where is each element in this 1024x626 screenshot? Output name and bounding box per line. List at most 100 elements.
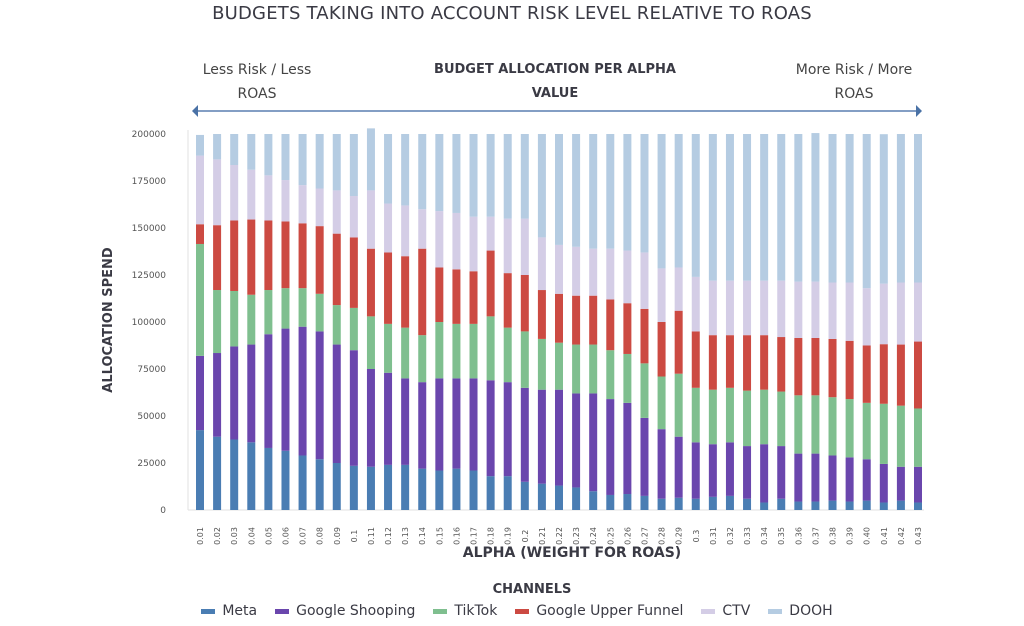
bar-segment-ctv — [623, 250, 632, 304]
bar-segment-meta — [196, 430, 204, 510]
bar-segment-google-upper-funnel — [332, 233, 341, 306]
legend-label: Google Shooping — [296, 603, 416, 619]
bar-segment-google-shooping — [315, 331, 324, 460]
bar-segment-meta — [862, 500, 871, 510]
bar-segment-ctv — [435, 211, 444, 268]
bar-segment-google-shooping — [196, 355, 204, 431]
bar-segment-dooh — [828, 134, 837, 283]
bar-segment-ctv — [349, 196, 358, 238]
bar-segment-tiktok — [418, 335, 427, 383]
bar-segment-dooh — [452, 134, 461, 213]
legend-item-ctv[interactable]: CTV — [701, 603, 750, 619]
legend-item-meta[interactable]: Meta — [201, 603, 257, 619]
arrow-left-head-icon — [192, 105, 198, 117]
x-tick-label: 0.27 — [640, 527, 649, 545]
bar-segment-ctv — [811, 281, 820, 338]
bar-segment-google-upper-funnel — [657, 322, 666, 377]
legend-item-tiktok[interactable]: TikTok — [433, 603, 497, 619]
bar-segment-tiktok — [555, 342, 563, 390]
bar-stack-0.12 — [384, 134, 393, 510]
bar-stack-0.03 — [230, 134, 239, 510]
bar-segment-tiktok — [520, 331, 529, 388]
bar-segment-ctv — [725, 280, 734, 336]
bar-segment-ctv — [879, 283, 888, 345]
x-tick-label: 0.38 — [829, 527, 838, 545]
bar-stack-0.31 — [708, 134, 717, 510]
x-tick-label: 0.32 — [726, 527, 735, 545]
bar-segment-dooh — [230, 134, 239, 166]
legend-swatch-icon — [768, 608, 783, 614]
bar-segment-google-upper-funnel — [811, 337, 820, 396]
legend-label: Google Upper Funnel — [536, 603, 684, 619]
x-tick-label: 0.05 — [264, 527, 273, 545]
legend-item-google-upper-funnel[interactable]: Google Upper Funnel — [515, 603, 683, 619]
bar-segment-meta — [760, 502, 769, 510]
bar-segment-google-upper-funnel — [691, 331, 700, 388]
bar-segment-meta — [298, 455, 307, 510]
bar-segment-google-upper-funnel — [845, 340, 854, 400]
bar-segment-google-shooping — [435, 378, 444, 471]
bar-segment-ctv — [640, 252, 649, 309]
bar-segment-meta — [503, 476, 512, 510]
legend-label: CTV — [722, 603, 751, 619]
x-tick-label: 0.1 — [350, 530, 359, 543]
bar-segment-tiktok — [384, 323, 393, 373]
bar-segment-dooh — [298, 134, 307, 186]
bar-segment-meta — [589, 491, 598, 510]
bar-segment-google-upper-funnel — [435, 267, 444, 322]
legend: Meta Google Shooping TikTok Google Upper Fu… — [0, 603, 1024, 619]
bar-segment-tiktok — [469, 323, 478, 379]
bar-stack-0.01 — [196, 134, 204, 510]
bar-segment-dooh — [657, 134, 666, 269]
legend-item-google-shooping[interactable]: Google Shooping — [275, 603, 415, 619]
bar-segment-tiktok — [725, 387, 734, 443]
bar-segment-google-upper-funnel — [914, 341, 922, 409]
bar-segment-google-upper-funnel — [520, 275, 529, 332]
x-tick-label: 0.01 — [196, 527, 205, 545]
bar-stack-0.37 — [811, 133, 820, 510]
bar-segment-meta — [640, 495, 649, 510]
bar-segment-ctv — [452, 212, 461, 270]
bar-segment-meta — [794, 501, 803, 510]
bar-segment-meta — [230, 439, 239, 510]
bar-segment-google-upper-funnel — [196, 224, 204, 244]
bar-segment-tiktok — [811, 395, 820, 454]
x-tick-label: 0.11 — [367, 527, 376, 545]
bar-segment-ctv — [555, 244, 563, 294]
bar-segment-tiktok — [264, 290, 273, 335]
bar-segment-google-upper-funnel — [315, 226, 324, 294]
bar-segment-dooh — [401, 134, 410, 206]
y-tick-label: 150000 — [132, 224, 167, 234]
bar-segment-meta — [623, 494, 632, 510]
bar-segment-ctv — [281, 180, 290, 222]
bar-segment-dooh — [914, 134, 922, 283]
bar-segment-google-upper-funnel — [230, 220, 239, 291]
bar-segment-dooh — [520, 134, 529, 219]
bar-segment-dooh — [349, 134, 358, 197]
bar-segment-google-shooping — [743, 446, 752, 499]
x-tick-label: 0.35 — [777, 527, 786, 545]
x-tick-label: 0.40 — [863, 527, 872, 545]
y-tick-label: 75000 — [137, 365, 166, 375]
bar-stack-0.41 — [879, 134, 888, 510]
bar-segment-meta — [264, 447, 273, 510]
bar-segment-ctv — [264, 175, 273, 221]
bar-segment-google-upper-funnel — [589, 295, 598, 345]
y-tick-label: 125000 — [132, 271, 167, 281]
bar-segment-dooh — [879, 134, 888, 284]
bar-segment-tiktok — [349, 307, 358, 351]
y-tick-labels: 0 25000 50000 75000 100000 125000 150000 175000… — [132, 130, 167, 516]
bar-segment-dooh — [469, 134, 478, 217]
legend-item-dooh[interactable]: DOOH — [768, 603, 833, 619]
legend-swatch-icon — [433, 608, 448, 614]
bar-segment-tiktok — [640, 363, 649, 418]
x-tick-label: 0.22 — [555, 527, 564, 545]
bar-segment-tiktok — [572, 344, 581, 394]
bar-stack-0.14 — [418, 134, 427, 510]
bar-stack-0.35 — [777, 134, 786, 510]
x-tick-label: 0.43 — [914, 527, 923, 545]
bar-segment-google-shooping — [401, 378, 410, 465]
bar-segment-ctv — [469, 216, 478, 272]
x-tick-label: 0.13 — [401, 527, 410, 545]
bar-segment-meta — [401, 464, 410, 510]
